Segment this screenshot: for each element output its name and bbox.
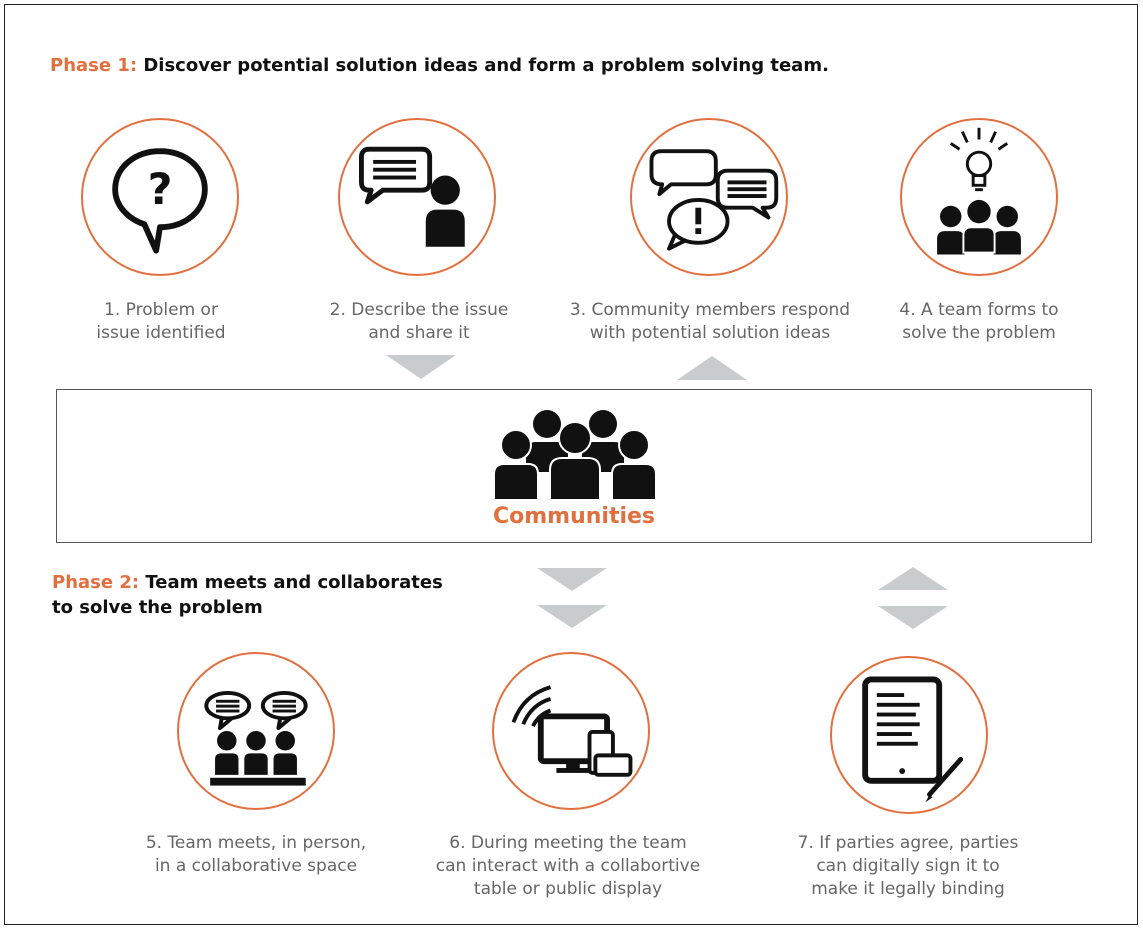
group-icon xyxy=(493,410,657,500)
step-3-line-1: 3. Community members respond xyxy=(569,300,851,320)
step-4-line-1: 4. A team forms to xyxy=(899,300,1059,320)
step-4-circle xyxy=(900,118,1058,276)
communities-box: Communities xyxy=(56,389,1092,543)
step-3-line-2: with potential solution ideas xyxy=(589,323,831,343)
step-2-line-1: 2. Describe the issue xyxy=(329,300,509,320)
step-4-caption: 4. A team forms to solve the problem xyxy=(868,299,1090,345)
step-7-line-1: 7. If parties agree, parties xyxy=(797,833,1019,853)
step-6-line-1: 6. During meeting the team xyxy=(449,833,687,853)
step-2-line-2: and share it xyxy=(368,323,470,343)
step-7-line-2: can digitally sign it to xyxy=(816,856,1000,876)
step-7-line-3: make it legally binding xyxy=(811,879,1005,899)
tablet-sign-icon xyxy=(862,676,964,803)
communities-label: Communities xyxy=(492,504,656,529)
chat-bubbles-icon xyxy=(649,149,779,251)
arrow-down-to-phase-2 xyxy=(537,568,607,628)
phase-1-text: Discover potential solution ideas and fo… xyxy=(143,55,829,76)
step-1-line-2: issue identified xyxy=(96,323,226,343)
step-2-caption: 2. Describe the issue and share it xyxy=(305,299,533,345)
phase-2-line-2: to solve the problem xyxy=(52,597,263,618)
arrow-up-from-phase-2 xyxy=(878,567,948,629)
speaking-person-icon xyxy=(359,146,465,247)
step-1-circle: ? xyxy=(81,118,239,276)
step-1-caption: 1. Problem or issue identified xyxy=(50,299,272,345)
question-bubble-icon: ? xyxy=(112,148,208,254)
step-5-caption: 5. Team meets, in person, in a collabora… xyxy=(120,832,392,878)
team-lightbulb-icon xyxy=(937,127,1021,255)
phase-2-heading: Phase 2: Team meets and collaborates to … xyxy=(52,570,443,620)
step-6-line-2: can interact with a collabortive xyxy=(435,856,701,876)
step-3-caption: 3. Community members respond with potent… xyxy=(560,299,860,345)
step-5-circle xyxy=(177,652,335,810)
step-2-circle xyxy=(338,118,496,276)
step-7-circle xyxy=(830,656,988,814)
step-6-circle xyxy=(492,652,650,810)
phase-1-label: Phase 1: xyxy=(50,55,138,76)
svg-text:?: ? xyxy=(148,165,173,215)
step-7-caption: 7. If parties agree, parties can digital… xyxy=(770,832,1046,901)
phase-2-label: Phase 2: xyxy=(52,572,140,593)
step-6-caption: 6. During meeting the team can interact … xyxy=(418,832,718,901)
step-4-line-2: solve the problem xyxy=(902,323,1056,343)
step-6-line-3: table or public display xyxy=(473,879,663,899)
step-3-circle xyxy=(630,118,788,276)
step-1-line-1: 1. Problem or xyxy=(104,300,218,320)
step-5-line-2: in a collaborative space xyxy=(154,856,358,876)
step-5-line-1: 5. Team meets, in person, xyxy=(145,833,367,853)
phase-2-line-1: Team meets and collaborates xyxy=(145,572,443,593)
devices-icon xyxy=(511,685,633,777)
diagram-frame xyxy=(4,4,1138,925)
phase-1-heading: Phase 1: Discover potential solution ide… xyxy=(50,53,829,78)
meeting-icon xyxy=(204,691,308,786)
